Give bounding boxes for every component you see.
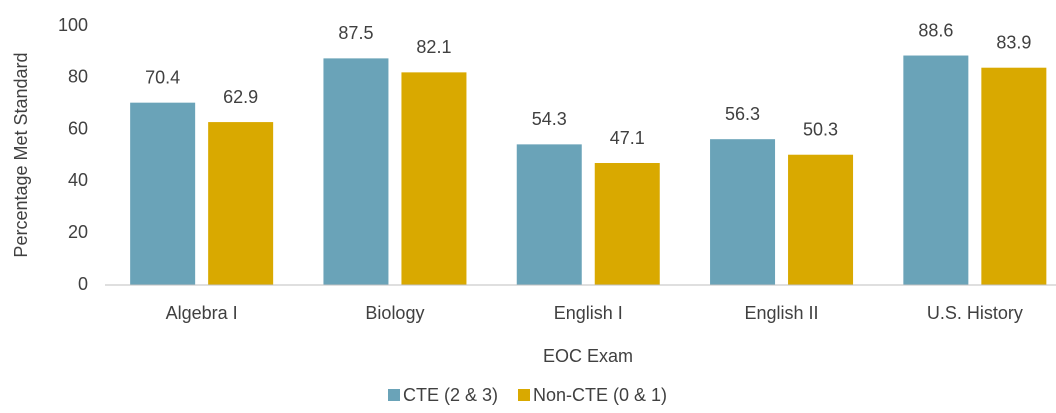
data-label: 47.1 bbox=[610, 128, 645, 148]
y-tick-label: 40 bbox=[68, 170, 88, 190]
legend-swatch bbox=[518, 389, 530, 401]
x-tick-label: U.S. History bbox=[927, 303, 1023, 323]
data-label: 54.3 bbox=[532, 109, 567, 129]
bar bbox=[516, 144, 582, 285]
y-tick-label: 20 bbox=[68, 222, 88, 242]
data-label: 83.9 bbox=[996, 32, 1031, 52]
y-tick-label: 60 bbox=[68, 118, 88, 138]
bar bbox=[594, 163, 660, 285]
x-tick-label: English II bbox=[745, 303, 819, 323]
legend-swatch bbox=[388, 389, 400, 401]
x-tick-label: Algebra I bbox=[166, 303, 238, 323]
y-tick-label: 0 bbox=[78, 274, 88, 294]
data-label: 87.5 bbox=[338, 23, 373, 43]
bar bbox=[788, 154, 854, 285]
bar bbox=[710, 139, 776, 285]
data-label: 50.3 bbox=[803, 119, 838, 139]
bar bbox=[903, 55, 969, 285]
data-label: 70.4 bbox=[145, 67, 180, 87]
legend-label: Non-CTE (0 & 1) bbox=[533, 385, 667, 405]
x-tick-label: English I bbox=[554, 303, 623, 323]
bar bbox=[981, 67, 1047, 285]
y-axis-title: Percentage Met Standard bbox=[11, 52, 31, 257]
bar bbox=[401, 72, 467, 286]
y-tick-label: 100 bbox=[58, 15, 88, 35]
data-label: 56.3 bbox=[725, 104, 760, 124]
y-tick-label: 80 bbox=[68, 67, 88, 87]
x-axis-title: EOC Exam bbox=[543, 346, 633, 366]
bar bbox=[130, 102, 196, 285]
data-label: 88.6 bbox=[918, 20, 953, 40]
bar bbox=[208, 122, 274, 286]
data-label: 62.9 bbox=[223, 87, 258, 107]
data-label: 82.1 bbox=[416, 37, 451, 57]
legend-label: CTE (2 & 3) bbox=[403, 385, 498, 405]
x-tick-label: Biology bbox=[365, 303, 424, 323]
bar bbox=[323, 58, 389, 285]
